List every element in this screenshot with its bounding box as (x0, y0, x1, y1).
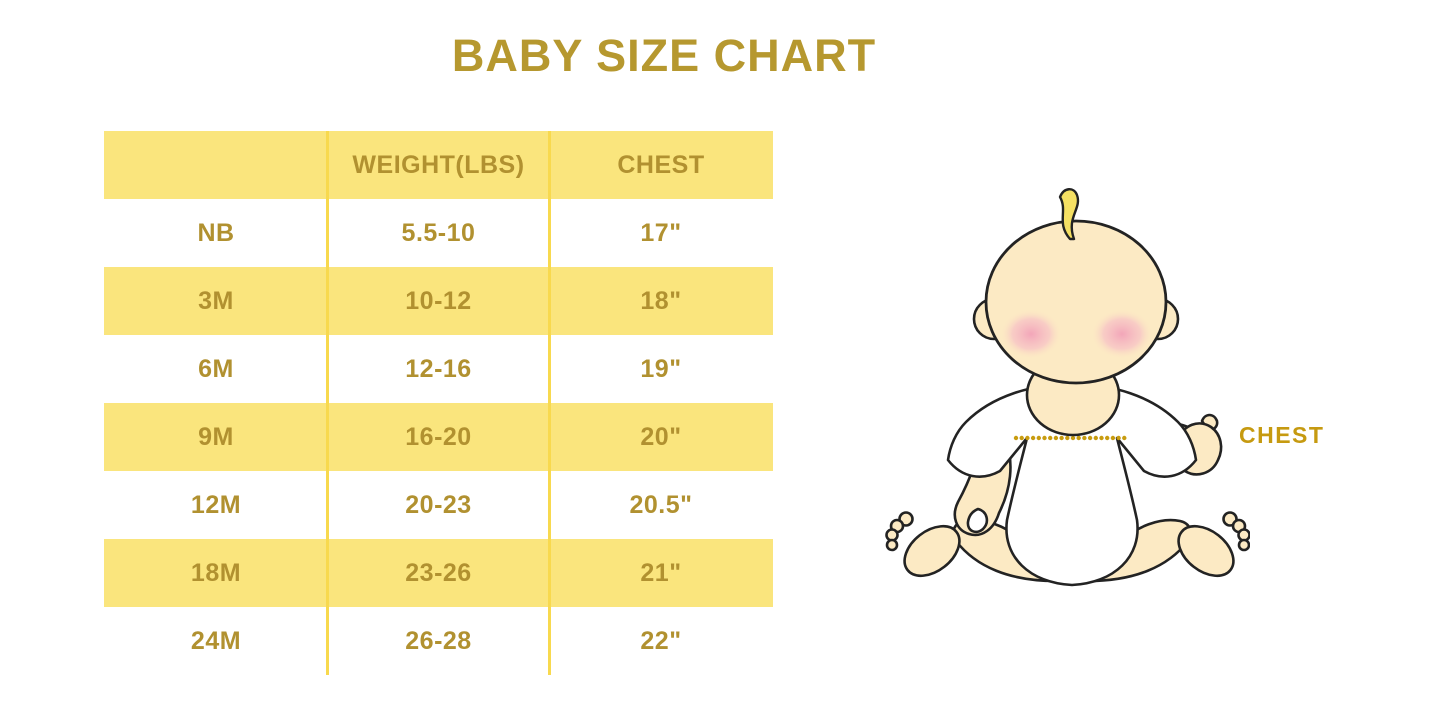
baby-blush-right (1091, 309, 1153, 359)
cell-weight: 12-16 (405, 354, 472, 383)
size-table: WEIGHT(LBS) CHEST NB 5.5-10 17" 3M 10-12… (104, 131, 773, 675)
cell-chest: 20.5" (629, 490, 693, 519)
table-row: NB 5.5-10 17" (104, 199, 773, 267)
table-row: 24M 26-28 22" (104, 607, 773, 675)
column-divider (326, 131, 329, 675)
table-header-row: WEIGHT(LBS) CHEST (104, 131, 773, 199)
table-row: 3M 10-12 18" (104, 267, 773, 335)
header-chest: CHEST (617, 150, 705, 179)
cell-weight: 26-28 (405, 626, 472, 655)
cell-size: 3M (198, 286, 234, 315)
cell-size: 6M (198, 354, 234, 383)
cell-chest: 18" (640, 286, 682, 315)
cell-chest: 22" (640, 626, 682, 655)
cell-chest: 20" (640, 422, 682, 451)
cell-size: 24M (190, 626, 242, 655)
baby-head (984, 219, 1168, 385)
cell-weight: 23-26 (405, 558, 472, 587)
cell-chest: 21" (640, 558, 682, 587)
baby-hair-tuft (1058, 188, 1080, 241)
cell-weight: 20-23 (405, 490, 472, 519)
baby-illustration (885, 188, 1250, 587)
cell-size: 12M (190, 490, 242, 519)
header-weight: WEIGHT(LBS) (352, 150, 525, 179)
cell-chest: 19" (640, 354, 682, 383)
cell-weight: 16-20 (405, 422, 472, 451)
baby-blush-left (1000, 309, 1062, 359)
cell-chest: 17" (640, 218, 682, 247)
column-divider (548, 131, 551, 675)
cell-size: NB (197, 218, 235, 247)
chest-label: CHEST (1239, 422, 1325, 448)
cell-weight: 10-12 (405, 286, 472, 315)
page-title: BABY SIZE CHART (451, 30, 877, 81)
baby-shirt (946, 382, 1198, 587)
table-row: 9M 16-20 20" (104, 403, 773, 471)
cell-weight: 5.5-10 (401, 218, 476, 247)
table-row: 6M 12-16 19" (104, 335, 773, 403)
table-row: 18M 23-26 21" (104, 539, 773, 607)
cell-size: 9M (198, 422, 234, 451)
table-row: 12M 20-23 20.5" (104, 471, 773, 539)
cell-size: 18M (190, 558, 242, 587)
